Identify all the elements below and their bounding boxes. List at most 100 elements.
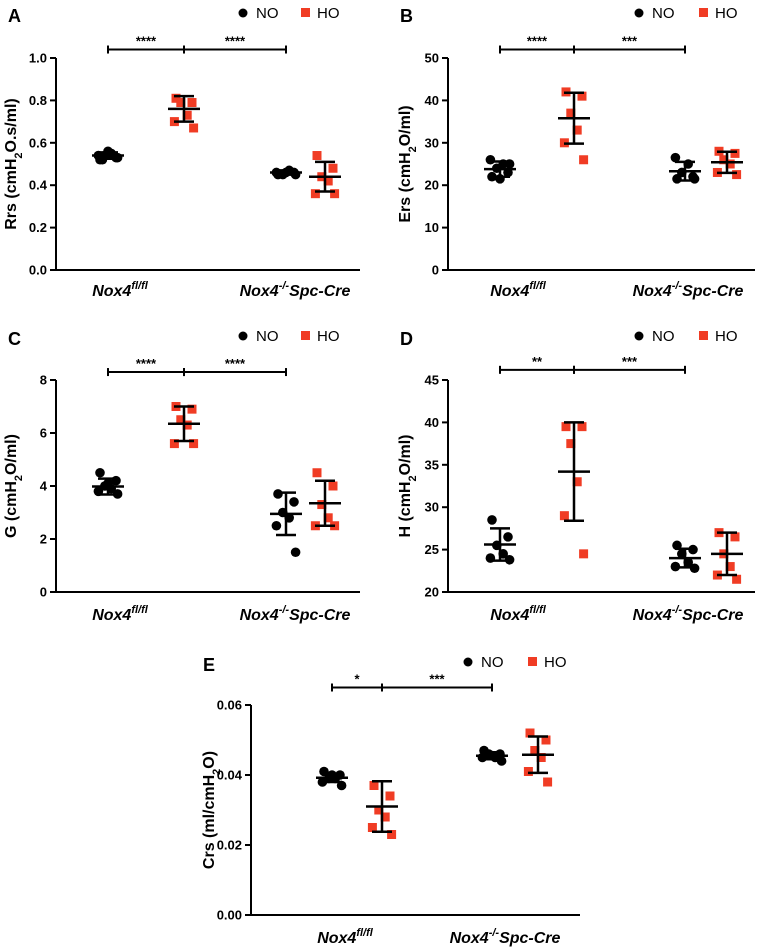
y-tick-label: 1.0: [29, 51, 47, 66]
data-point-ho: [572, 125, 582, 135]
data-point-ho: [530, 746, 540, 755]
data-point-ho: [541, 735, 551, 745]
data-point-ho: [312, 151, 322, 161]
y-axis-title-part: O/ml): [397, 105, 414, 146]
y-axis-title-subscript: 2: [13, 475, 25, 481]
legend-ho-label: HO: [715, 328, 738, 345]
legend-no-label: NO: [652, 328, 675, 345]
panel-letter: E: [203, 655, 215, 675]
x-category-main: Nox4: [317, 930, 356, 947]
legend-no-marker: [463, 657, 473, 667]
data-point-no: [273, 489, 283, 499]
y-axis-title: G (cmH2O/ml): [3, 434, 25, 538]
data-point-ho: [387, 830, 397, 839]
y-tick-label: 0.8: [29, 93, 47, 108]
data-point-ho: [367, 823, 377, 832]
x-category-superscript: -/-: [672, 280, 683, 292]
data-point-no: [487, 515, 497, 525]
data-point-ho: [369, 781, 379, 790]
legend-no-marker: [634, 8, 644, 18]
significance-label: ****: [225, 34, 246, 49]
data-point-ho: [380, 812, 390, 822]
x-category-main: Nox4: [92, 607, 131, 624]
x-category-main: Nox4: [92, 283, 131, 300]
data-point-ho: [323, 176, 333, 186]
data-point-no: [289, 497, 299, 507]
data-point-no: [689, 174, 700, 184]
x-category-label: Nox4-/-Spc-Cre: [633, 604, 744, 624]
x-category-main: Nox4: [633, 607, 672, 624]
x-category-main: Nox4: [490, 607, 529, 624]
y-axis-title-part: O/ml): [397, 434, 414, 475]
legend-no-label: NO: [481, 654, 504, 671]
y-axis-title-subscript: 2: [211, 769, 223, 775]
x-category-rest: Spc-Cre: [289, 607, 350, 624]
legend-no-marker: [238, 8, 248, 18]
y-axis-title: Crs (ml/cmH2O): [201, 751, 223, 869]
legend-no-label: NO: [256, 5, 279, 22]
x-category-superscript: -/-: [279, 280, 290, 292]
y-tick-label: 0.0: [29, 263, 47, 278]
y-tick-label: 20: [425, 178, 439, 193]
y-tick-label: 25: [425, 542, 439, 557]
x-category-main: Nox4: [240, 607, 279, 624]
legend-no-label: NO: [256, 328, 279, 345]
y-tick-label: 10: [425, 220, 439, 235]
data-point-ho: [579, 549, 589, 559]
x-category-label: Nox4fl/fl: [490, 280, 547, 300]
y-axis-title: Ers (cmH2O/ml): [397, 105, 419, 222]
data-point-ho: [187, 98, 197, 108]
y-axis-title-part: H (cmH: [397, 482, 414, 538]
y-tick-label: 0.4: [29, 178, 48, 193]
x-category-label: Nox4fl/fl: [92, 280, 149, 300]
data-point-ho: [525, 728, 535, 738]
x-category-rest: Spc-Cre: [499, 930, 560, 947]
x-category-superscript: -/-: [279, 604, 290, 616]
y-tick-label: 2: [40, 532, 47, 547]
x-category-rest: Spc-Cre: [682, 607, 743, 624]
y-axis-title-subscript: 2: [407, 146, 419, 152]
data-point-no: [485, 154, 496, 165]
data-point-ho: [374, 805, 384, 815]
data-point-no: [496, 756, 507, 766]
significance-label: ****: [136, 34, 157, 49]
significance-label: **: [532, 354, 543, 369]
x-category-superscript: fl/fl: [529, 280, 546, 292]
y-tick-label: 45: [425, 373, 439, 388]
legend-ho-marker: [301, 8, 310, 17]
y-tick-label: 50: [425, 51, 439, 66]
data-point-ho: [176, 98, 186, 108]
data-point-ho: [730, 532, 740, 542]
data-point-no: [503, 532, 513, 542]
y-tick-label: 0.02: [217, 838, 242, 853]
y-tick-label: 0.00: [217, 908, 242, 923]
significance-label: *: [354, 672, 360, 687]
panel-letter: B: [400, 6, 413, 26]
data-point-ho: [732, 170, 742, 180]
x-category-main: Nox4: [240, 283, 279, 300]
y-axis-title-part: G (cmH: [3, 481, 20, 538]
data-point-ho: [171, 93, 181, 103]
data-point-ho: [330, 189, 340, 199]
data-point-ho: [536, 753, 546, 762]
y-axis-title: Rrs (cmH2O.s/ml): [3, 98, 25, 230]
data-point-ho: [523, 767, 533, 776]
y-tick-label: 0.04: [217, 768, 243, 783]
data-point-ho: [182, 420, 192, 430]
data-point-ho: [189, 439, 199, 449]
legend-ho-label: HO: [317, 328, 340, 345]
legend-no-marker: [634, 331, 644, 341]
x-category-label: Nox4fl/fl: [92, 604, 149, 624]
data-point-ho: [577, 91, 587, 101]
data-point-ho: [543, 777, 553, 787]
y-tick-label: 35: [425, 457, 439, 472]
y-axis-title-part: O.s/ml): [3, 98, 20, 152]
x-category-superscript: fl/fl: [131, 604, 148, 616]
legend-no-marker: [238, 331, 248, 341]
x-category-main: Nox4: [490, 283, 529, 300]
